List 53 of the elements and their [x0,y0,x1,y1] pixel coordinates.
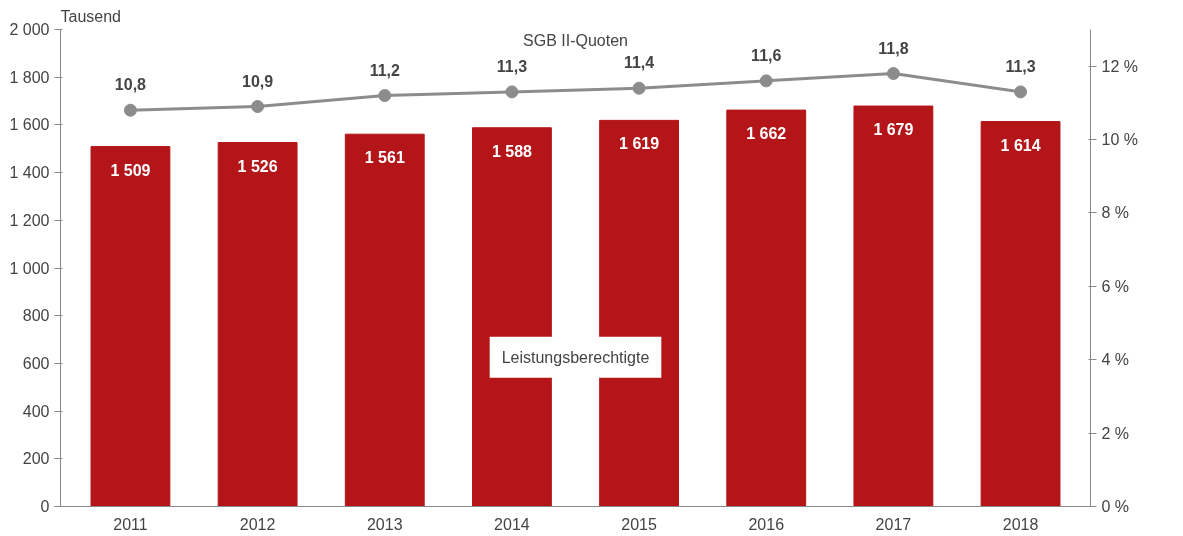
data-label: 11,4 [623,54,655,72]
y2-tick-label: 2 % [1101,424,1130,442]
x-tick-label: 2017 [875,515,912,533]
data-label: 11,2 [369,61,400,79]
y-tick-label: 600 [22,354,50,372]
point [505,85,519,99]
y-tick-label: 200 [22,450,50,468]
y-axis-title: Tausend [60,7,121,25]
series-label: Leistungsberechtigte [501,348,650,366]
y2-tick-label: 0 % [1101,498,1130,515]
data-label: 1 619 [619,135,660,153]
y-tick-label: 1 400 [9,164,50,182]
x-tick-label: 2011 [113,515,148,533]
point [886,67,900,81]
y2-tick-label: 10 % [1101,131,1138,149]
y-tick-label: 1 600 [9,116,50,134]
x-tick-label: 2018 [1002,515,1039,533]
text: SGB II-Quoten [523,31,628,49]
point [251,100,265,114]
data-label: 11,3 [1005,57,1036,75]
point [632,81,646,95]
x-tick-label: 2012 [239,515,276,533]
y-tick-label: 1 200 [9,211,50,229]
data-label: 1 588 [491,142,533,160]
point [378,89,392,103]
data-label: 11,6 [751,46,782,64]
data-label: 1 526 [237,157,278,175]
x-tick-label: 2016 [748,515,785,533]
data-label: 11,3 [496,57,528,75]
y2-tick-label: 8 % [1101,204,1130,222]
data-label: 1 509 [110,161,151,179]
y2-tick-label: 12 % [1101,57,1138,75]
data-label: 1 614 [1000,136,1041,154]
x-tick-label: 2014 [494,515,530,533]
data-label: 10,8 [114,76,147,94]
y-tick-label: 400 [22,402,50,420]
y-tick-label: 2 000 [9,21,50,38]
point [1014,85,1028,99]
y2-tick-label: 4 % [1101,351,1130,369]
y-tick-label: 1 000 [9,259,50,277]
data-label: 1 561 [364,149,405,167]
data-label: 10,9 [242,72,274,90]
x-tick-label: 2015 [621,515,657,533]
point [123,103,137,117]
data-label: 11,8 [878,39,909,57]
data-label: 1 662 [746,125,787,143]
y2-tick-label: 6 % [1101,277,1130,295]
x-tick-label: 2013 [366,515,403,533]
y-tick-label: 800 [22,307,50,325]
y-tick-label: 0 [40,498,50,515]
y-tick-label: 1 800 [9,68,50,86]
data-label: 1 679 [873,121,914,139]
point [759,74,773,88]
